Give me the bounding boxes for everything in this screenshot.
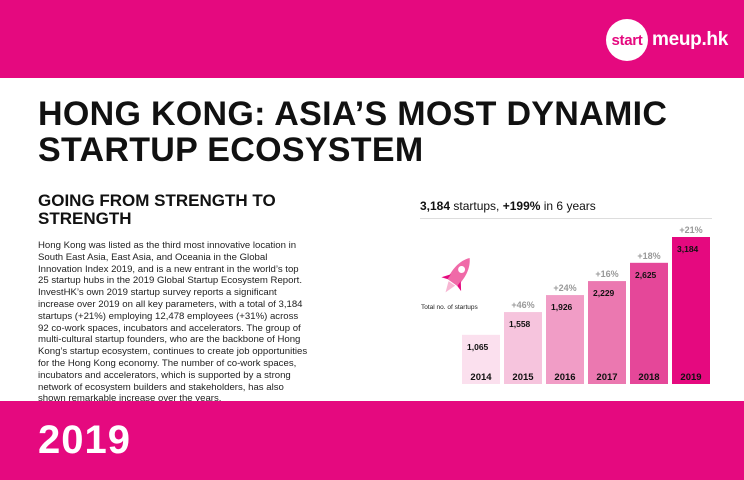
footer-year: 2019 — [38, 418, 131, 462]
logo-circle: start — [605, 19, 648, 61]
growth-label-2015: +46% — [511, 300, 534, 310]
summary-mid: startups, — [450, 199, 503, 213]
startmeup-logo[interactable]: start meup.hk — [605, 19, 728, 61]
category-label-2015: 2015 — [512, 372, 534, 383]
chart-summary: 3,184 startups, +199% in 6 years — [420, 199, 596, 213]
summary-growth: +199% — [502, 199, 541, 213]
bar-2014 — [462, 334, 500, 384]
logo-text: meup.hk — [651, 29, 728, 50]
startup-bar-chart: 1,065 2014 1,558 2015 +46% 1,926 2016 +24% 2,229… — [462, 225, 710, 384]
rocket-icon — [441, 257, 470, 293]
category-label-2019: 2019 — [680, 372, 701, 383]
category-label-2014: 2014 — [470, 372, 492, 383]
body-paragraph: Hong Kong was listed as the third most i… — [38, 240, 308, 405]
value-label-2018: 2,625 — [635, 270, 657, 280]
summary-tail: in 6 years — [540, 199, 596, 213]
growth-label-2016: +24% — [553, 283, 576, 293]
category-label-2016: 2016 — [554, 372, 575, 383]
value-label-2015: 1,558 — [509, 319, 531, 329]
bar-2015 — [504, 312, 542, 384]
summary-total: 3,184 — [420, 199, 451, 213]
growth-label-2018: +18% — [637, 251, 660, 261]
category-label-2017: 2017 — [596, 372, 617, 383]
value-label-2017: 2,229 — [593, 288, 615, 298]
page-title: HONG KONG: ASIA’S MOST DYNAMIC STARTUP E… — [38, 95, 668, 169]
value-label-2014: 1,065 — [467, 342, 489, 352]
value-label-2019: 3,184 — [677, 244, 699, 254]
value-label-2016: 1,926 — [551, 302, 573, 312]
bar-2019 — [672, 237, 710, 384]
category-label-2018: 2018 — [638, 372, 659, 383]
bar-2016 — [546, 295, 584, 384]
bar-2017 — [588, 281, 626, 384]
section-heading: GOING FROM STRENGTH TO STRENGTH — [38, 191, 276, 228]
bottom-banner — [0, 401, 744, 480]
growth-label-2019: +21% — [679, 225, 702, 235]
y-axis-label: Total no. of startups — [421, 304, 478, 311]
chart-divider — [420, 218, 712, 219]
growth-label-2017: +16% — [595, 269, 618, 279]
bar-2018 — [630, 262, 668, 384]
